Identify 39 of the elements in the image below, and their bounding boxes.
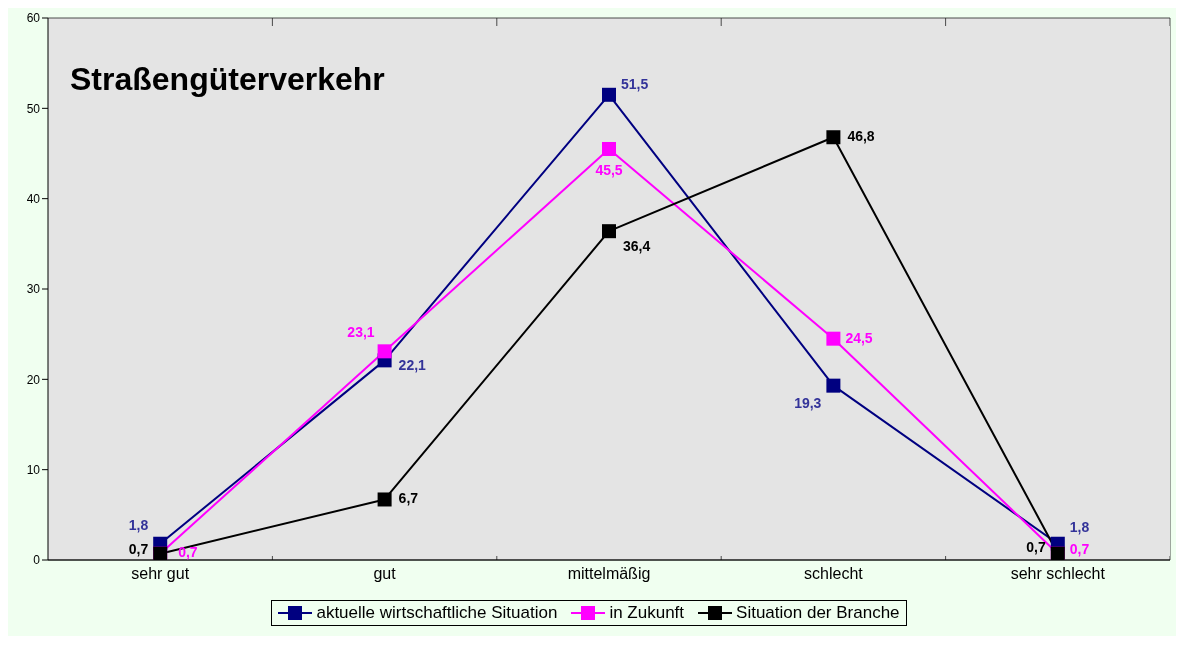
data-label: 0,7 xyxy=(178,543,198,560)
x-tick-label: sehr gut xyxy=(131,565,190,583)
data-label: 22,1 xyxy=(398,357,427,374)
x-tick-label: mittelmäßig xyxy=(567,565,651,583)
data-label: 6,7 xyxy=(398,490,419,507)
data-label: 46,8 xyxy=(847,128,875,145)
legend-label: Situation der Branche xyxy=(735,603,900,623)
legend-label: in Zukunft xyxy=(608,603,685,623)
x-tick-label: gut xyxy=(373,565,397,583)
y-tick-label: 30 xyxy=(26,282,41,297)
x-tick-label: sehr schlecht xyxy=(1010,565,1106,583)
data-label: 24,5 xyxy=(845,329,873,346)
data-label: 0,7 xyxy=(1069,540,1090,557)
point xyxy=(602,224,616,239)
point xyxy=(377,492,392,507)
y-tick-label: 20 xyxy=(26,372,41,387)
data-label: 45,5 xyxy=(595,161,623,178)
point xyxy=(602,87,616,102)
point xyxy=(826,378,841,393)
point xyxy=(602,141,616,156)
point xyxy=(826,130,841,145)
legend-label: aktuelle wirtschaftliche Situation xyxy=(315,603,558,623)
y-tick-label: 50 xyxy=(26,101,41,116)
text: Straßengüterverkehr xyxy=(70,61,385,97)
data-label: 19,3 xyxy=(794,394,822,411)
y-tick-label: 40 xyxy=(26,191,41,206)
x-tick-label: schlecht xyxy=(804,565,864,583)
data-label: 51,5 xyxy=(621,75,649,92)
data-label: 1,8 xyxy=(1069,518,1090,535)
y-tick-label: 0 xyxy=(33,553,41,568)
point xyxy=(377,344,392,359)
data-label: 0,7 xyxy=(128,540,149,557)
data-label: 36,4 xyxy=(623,238,651,255)
data-label: 0,7 xyxy=(1026,538,1047,555)
y-tick-label: 60 xyxy=(26,11,41,26)
y-tick-label: 10 xyxy=(26,462,41,477)
data-label: 23,1 xyxy=(347,324,375,341)
data-label: 1,8 xyxy=(128,516,149,533)
point xyxy=(826,331,841,346)
